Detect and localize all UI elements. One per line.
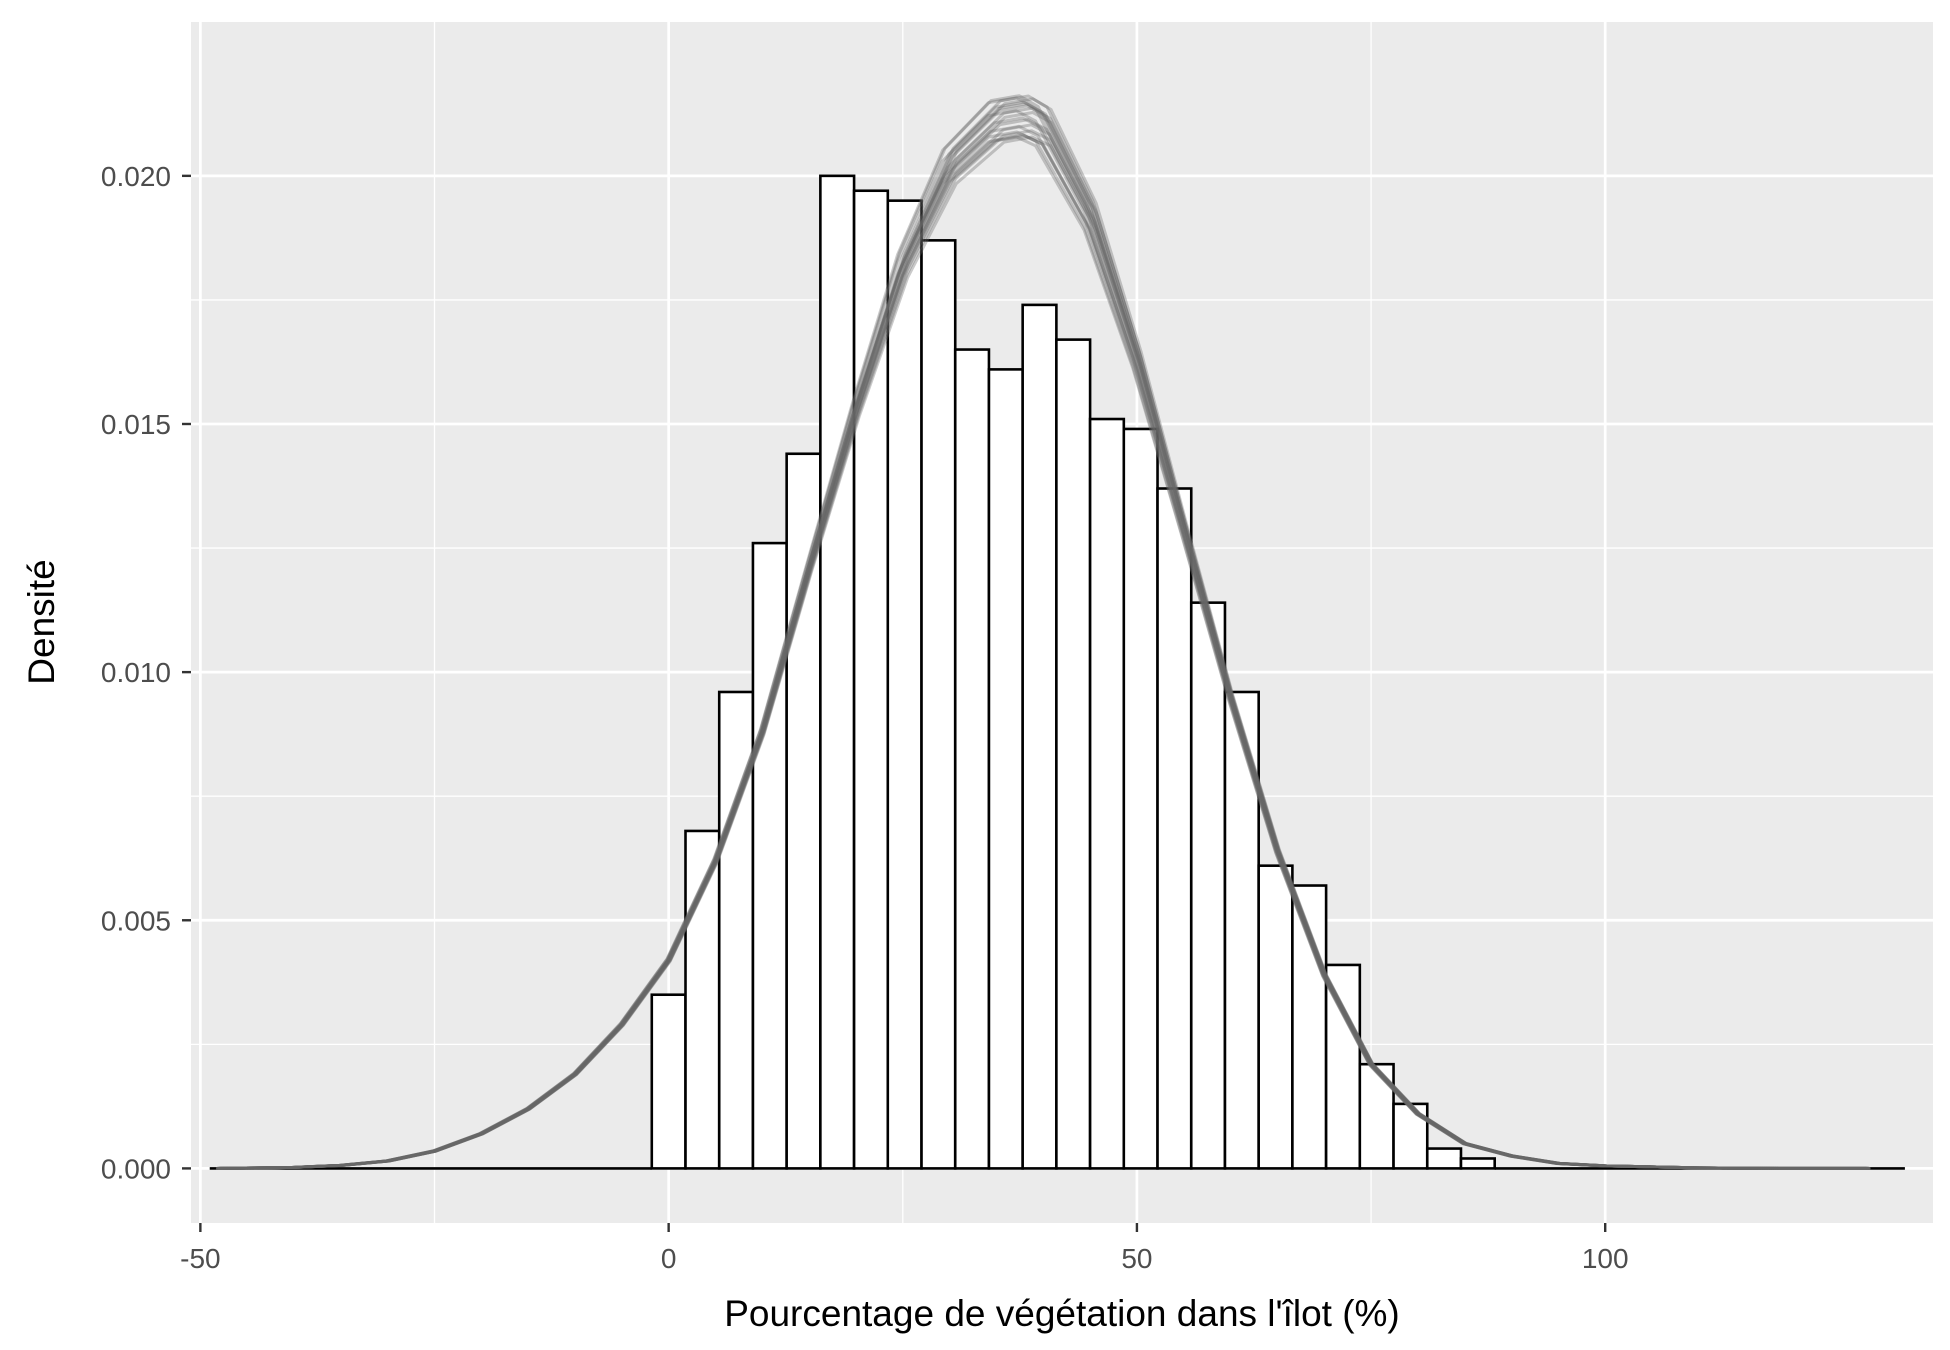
histogram-bar xyxy=(819,174,856,1170)
histogram-bar xyxy=(1122,427,1159,1170)
density-curve xyxy=(219,129,1871,1170)
y-axis: 0.000 0.005 0.010 0.015 0.020 xyxy=(101,161,191,1184)
density-curve xyxy=(219,106,1871,1170)
y-axis-title: Densité xyxy=(21,559,62,684)
histogram-bar xyxy=(751,541,788,1170)
histogram-bars xyxy=(650,174,1496,1170)
histogram-bar xyxy=(1392,1102,1429,1170)
y-tick-label: 0.020 xyxy=(101,161,171,192)
density-curve xyxy=(215,135,1868,1170)
histogram-bar xyxy=(1257,864,1294,1170)
histogram-bar xyxy=(920,239,957,1170)
histogram-bar xyxy=(1156,487,1193,1170)
density-curve xyxy=(216,94,1868,1170)
histogram-bar xyxy=(1425,1147,1463,1170)
histogram-bar xyxy=(1055,338,1092,1170)
density-curve xyxy=(218,94,1870,1170)
density-curve xyxy=(218,118,1870,1170)
histogram-bar xyxy=(1459,1157,1496,1170)
density-curve xyxy=(217,100,1869,1170)
density-curve xyxy=(219,111,1871,1170)
density-curve xyxy=(217,116,1869,1170)
y-tick-label: 0.010 xyxy=(101,657,171,688)
density-curves xyxy=(215,94,1871,1170)
histogram-bar xyxy=(684,829,721,1170)
density-curve xyxy=(216,130,1868,1170)
x-tick-label: 100 xyxy=(1582,1243,1629,1274)
minor-gridlines xyxy=(191,22,1933,1223)
density-curve xyxy=(218,102,1870,1170)
x-axis-title: Pourcentage de végétation dans l'îlot (%… xyxy=(724,1293,1400,1334)
histogram-bar xyxy=(1021,303,1058,1170)
x-tick-label: -50 xyxy=(180,1243,220,1274)
density-curve xyxy=(218,104,1870,1170)
density-curve xyxy=(219,135,1871,1170)
y-tick-label: 0.005 xyxy=(101,905,171,936)
histogram-bar xyxy=(1358,1062,1395,1170)
density-curve xyxy=(217,134,1869,1170)
y-tick-label: 0.015 xyxy=(101,409,171,440)
histogram-bar xyxy=(1291,884,1328,1170)
histogram-bar xyxy=(650,993,687,1170)
histogram-bar xyxy=(1088,417,1126,1170)
x-tick-label: 0 xyxy=(661,1243,677,1274)
histogram-bar xyxy=(886,199,923,1170)
density-curve xyxy=(219,123,1871,1170)
density-curve xyxy=(217,133,1869,1170)
histogram-bar xyxy=(717,690,755,1170)
density-curve xyxy=(216,96,1868,1170)
density-curve xyxy=(216,124,1868,1170)
histogram-bar xyxy=(953,348,991,1170)
density-curve xyxy=(215,109,1868,1170)
y-tick-label: 0.000 xyxy=(101,1153,171,1184)
histogram-bar xyxy=(987,368,1024,1170)
histogram-bar xyxy=(852,189,890,1170)
x-tick-label: 50 xyxy=(1121,1243,1152,1274)
x-axis: -50 0 50 100 xyxy=(180,1223,1629,1274)
density-curve xyxy=(219,97,1871,1170)
histogram-bar xyxy=(1189,601,1227,1170)
